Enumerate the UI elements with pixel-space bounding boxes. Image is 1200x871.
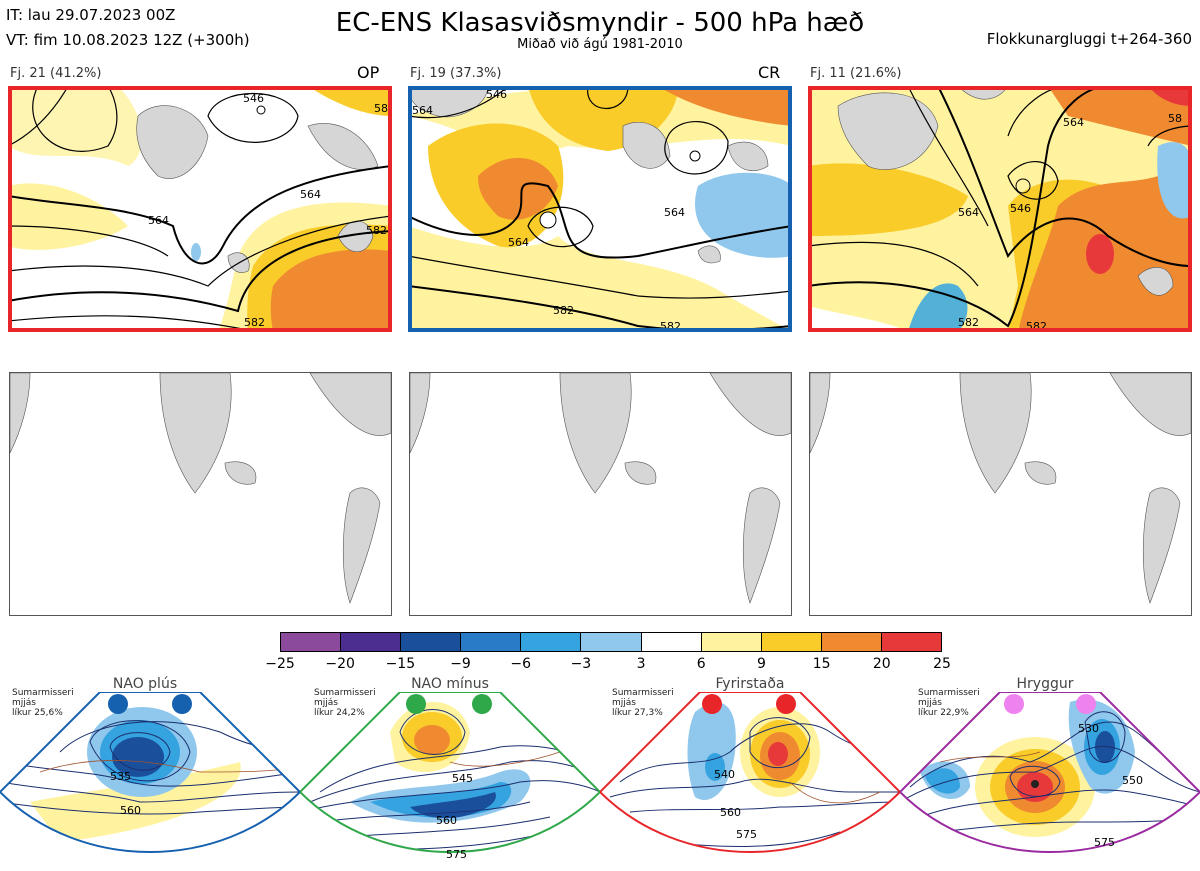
contour-label: 564 [508, 236, 529, 249]
colorbar-tick-label: −25 [265, 656, 295, 672]
regime-name: NAO plús [112, 676, 178, 692]
colorbar-segment [821, 633, 882, 651]
cluster-1-frame [8, 86, 392, 332]
contour-label: 582 [244, 316, 265, 329]
regime-ridge: Hryggur Sumarmisseri mjjás líkur 22,9% [900, 672, 1200, 871]
regime-metric: mjjás [314, 698, 338, 708]
regime-dot-right [776, 694, 796, 714]
colorbar-tick-label: 15 [812, 656, 831, 672]
colorbar-segment [401, 633, 462, 651]
colorbar-tick-label: −20 [325, 656, 355, 672]
contour-label: 564 [1063, 116, 1084, 129]
colorbar-segment [701, 633, 762, 651]
contour-label: 546 [486, 88, 507, 101]
colorbar-segment [581, 633, 642, 651]
cluster-2-label: Fj. 19 (37.3%) [410, 66, 502, 81]
cluster-2-map: 564 546 564 564 582 582 [408, 86, 792, 332]
regime-metric: mjjás [612, 698, 636, 708]
cluster-1-map: 546 564 564 582 58 582 [8, 86, 392, 332]
empty-map-2 [409, 372, 792, 616]
colorbar-segment [461, 633, 522, 651]
contour-label: 564 [958, 206, 979, 219]
regime-likelihood: líkur 24,2% [314, 708, 365, 718]
contour-label: 582 [366, 224, 387, 237]
regime-metric: mjjás [12, 698, 36, 708]
regime-likelihood: líkur 25,6% [12, 708, 63, 718]
empty-map-3 [809, 372, 1192, 616]
contour-label: 564 [300, 188, 321, 201]
contour-label: 582 [553, 304, 574, 317]
colorbar [280, 632, 942, 652]
cluster-3-frame [808, 86, 1192, 332]
contour-label: 582 [958, 316, 979, 329]
contour-label: 575 [446, 848, 467, 861]
regime-dot-right [472, 694, 492, 714]
contour-label: 564 [412, 104, 433, 117]
clustering-window: Flokkunargluggi t+264-360 [986, 30, 1192, 48]
regime-metric: mjjás [918, 698, 942, 708]
contour-label: 545 [452, 772, 473, 785]
colorbar-segment [761, 633, 822, 651]
cluster-1-label: Fj. 21 (41.2%) [10, 66, 102, 81]
contour-label: 530 [1078, 722, 1099, 735]
regime-name: Fyrirstaða [715, 676, 785, 692]
colorbar-segment [521, 633, 582, 651]
regime-dot-left [702, 694, 722, 714]
cluster-3-label: Fj. 11 (21.6%) [810, 66, 902, 81]
colorbar-segment [641, 633, 702, 651]
regime-dot-right [1076, 694, 1096, 714]
initial-time: IT: lau 29.07.2023 00Z [6, 6, 176, 24]
regime-nao-minus: NAO mínus Sumarmisseri mjjás líkur 24,2%… [300, 672, 600, 871]
regime-dot-left [1004, 694, 1024, 714]
regime-blocking: Fyrirstaða Sumarmisseri mjjás líkur 27,3… [600, 672, 900, 871]
regime-nao-plus: NAO plús Sumarmisseri mjjás líkur 25,6% … [0, 672, 300, 871]
regime-season: Sumarmisseri [12, 688, 74, 698]
contour-label: 535 [110, 770, 131, 783]
contour-label: 546 [1010, 202, 1031, 215]
contour-label: 58 [374, 102, 388, 115]
contour-label: 564 [664, 206, 685, 219]
contour-label: 560 [120, 804, 141, 817]
contour-label: 575 [1094, 836, 1115, 849]
regime-likelihood: líkur 27,3% [612, 708, 663, 718]
chart-subtitle: Miðað við ágú 1981-2010 [517, 37, 683, 52]
regime-dot-right [172, 694, 192, 714]
colorbar-tick-label: −15 [385, 656, 416, 672]
colorbar-tick-label: 6 [696, 656, 706, 672]
empty-map-1 [9, 372, 392, 616]
regime-season: Sumarmisseri [612, 688, 674, 698]
contour-label: 550 [1122, 774, 1143, 787]
colorbar-tick-label: 20 [872, 656, 891, 672]
regime-dot-left [406, 694, 426, 714]
colorbar-tick-label: −3 [570, 656, 592, 672]
regime-name: NAO mínus [411, 676, 489, 692]
colorbar-tick-label: 25 [933, 656, 951, 672]
cluster-1-tag: OP [357, 63, 380, 82]
cluster-2-tag: CR [758, 63, 781, 82]
regime-season: Sumarmisseri [918, 688, 980, 698]
contour-label: 564 [148, 214, 169, 227]
colorbar-tick-label: −9 [450, 656, 471, 672]
contour-label: 575 [736, 828, 757, 841]
colorbar-tick-label: 3 [636, 656, 646, 672]
contour-label: 540 [714, 768, 735, 781]
colorbar-tick-label: −6 [510, 656, 532, 672]
contour-label: 560 [720, 806, 741, 819]
regime-likelihood: líkur 22,9% [918, 708, 969, 718]
contour-label: 560 [436, 814, 457, 827]
regime-name: Hryggur [1016, 676, 1074, 692]
colorbar-segment [341, 633, 402, 651]
cluster-2-frame [408, 86, 792, 332]
chart-title: EC-ENS Klasasviðsmyndir - 500 hPa hæð [335, 8, 865, 38]
colorbar-tick-label: 9 [756, 656, 766, 672]
contour-label: 546 [243, 92, 264, 105]
regime-dot-left [108, 694, 128, 714]
colorbar-segment [281, 633, 342, 651]
colorbar-segment [881, 633, 942, 651]
regime-season: Sumarmisseri [314, 688, 376, 698]
valid-time: VT: fim 10.08.2023 12Z (+300h) [6, 31, 250, 49]
contour-label: 58 [1168, 112, 1182, 125]
cluster-3-map: 546 564 564 582 582 58 [808, 86, 1192, 332]
